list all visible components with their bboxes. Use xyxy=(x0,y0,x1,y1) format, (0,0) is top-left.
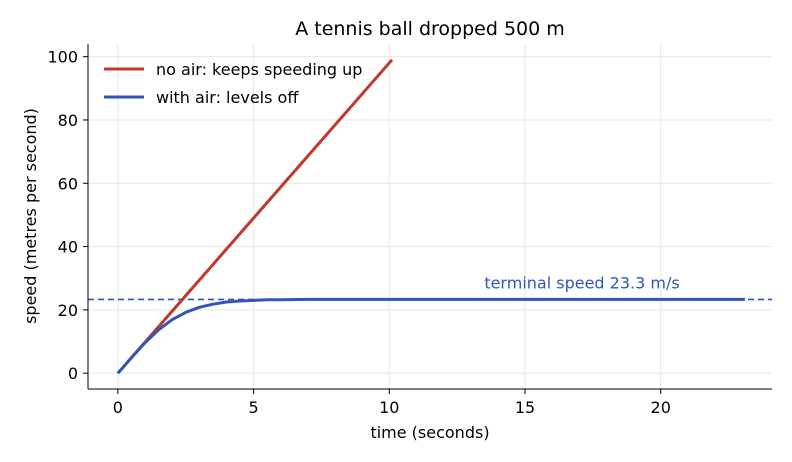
x-tick-label: 5 xyxy=(248,398,258,417)
x-ticks: 0 5 10 15 20 xyxy=(113,389,671,417)
series-line-with-air xyxy=(116,297,745,375)
y-tick-label: 20 xyxy=(58,301,78,320)
series-lines xyxy=(116,58,745,375)
chart-title: A tennis ball dropped 500 m xyxy=(295,18,565,40)
grid xyxy=(88,44,772,389)
legend: no air: keeps speeding up with air: leve… xyxy=(104,60,362,107)
y-tick-label: 100 xyxy=(47,48,78,67)
legend-label-no-air: no air: keeps speeding up xyxy=(156,60,362,79)
y-axis-label: speed (metres per second) xyxy=(21,108,40,324)
axes xyxy=(87,44,772,390)
x-tick-label: 20 xyxy=(651,398,671,417)
x-tick-label: 10 xyxy=(379,398,399,417)
reference-labels: terminal speed 23.3 m/s xyxy=(484,273,679,292)
y-tick-label: 60 xyxy=(58,174,78,193)
x-axis-label: time (seconds) xyxy=(370,423,489,442)
y-tick-label: 40 xyxy=(58,238,78,257)
x-tick-label: 0 xyxy=(113,398,123,417)
x-tick-label: 15 xyxy=(515,398,535,417)
terminal-speed-label: terminal speed 23.3 m/s xyxy=(484,273,679,292)
series-line-no-air xyxy=(116,58,394,375)
y-tick-label: 80 xyxy=(58,111,78,130)
y-tick-label: 0 xyxy=(68,364,78,383)
y-ticks: 0 20 40 60 80 100 xyxy=(47,48,88,383)
legend-label-with-air: with air: levels off xyxy=(156,88,299,107)
